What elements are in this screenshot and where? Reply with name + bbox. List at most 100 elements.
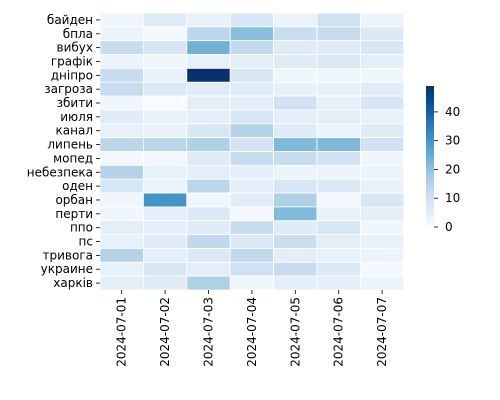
heatmap-cell [316,54,361,69]
heatmap-cell [99,178,144,194]
heatmap-cell [273,178,318,194]
heatmap-cell [142,206,188,222]
heatmap-cell [229,164,274,180]
heatmap-cell [359,40,405,55]
heatmap-cell [186,137,231,152]
y-tick-label: липень [47,138,93,152]
heatmap-cell [273,12,318,28]
heatmap-cell [99,164,144,180]
heatmap-cell [229,275,274,291]
heatmap-cell [99,220,144,236]
heatmap-cell [142,137,188,152]
y-tick-label: харків [53,276,93,290]
heatmap-cell [142,151,188,166]
heatmap-cell [316,12,361,28]
heatmap-cell [142,192,188,208]
heatmap-cell [229,109,274,125]
heatmap-cells [99,12,405,291]
colorbar-tick-label: 40 [445,105,460,119]
heatmap-cell [142,123,188,139]
heatmap-cell [142,81,188,97]
heatmap-cell [186,178,231,194]
x-tick-label: 2024-07-07 [375,297,389,367]
heatmap-cell [99,206,144,222]
heatmap-cell [229,26,274,42]
heatmap-cell [99,234,144,249]
x-tick-label: 2024-07-02 [158,297,172,367]
heatmap-cell [359,234,405,249]
heatmap-cell [142,261,188,277]
x-tick-label: 2024-07-01 [115,297,129,367]
heatmap-cell [316,164,361,180]
y-tick-label: тривога [43,248,93,262]
heatmap-cell [186,261,231,277]
y-tick-label: загроза [44,82,93,96]
heatmap-cell [186,54,231,69]
heatmap-cell [99,68,144,83]
y-tick-label: канал [56,124,93,138]
heatmap-cell [186,95,231,111]
heatmap-cell [359,261,405,277]
heatmap-cell [142,178,188,194]
heatmap-cell [273,248,318,263]
heatmap-cell [316,220,361,236]
heatmap-cell [229,123,274,139]
heatmap-cell [359,164,405,180]
heatmap-cell [359,12,405,28]
heatmap-cell [229,68,274,83]
heatmap-cell [273,151,318,166]
heatmap-cell [142,95,188,111]
heatmap-cell [142,26,188,42]
y-tick-label: вибух [57,41,93,55]
heatmap-cell [359,248,405,263]
heatmap-cell [186,164,231,180]
x-tick-label: 2024-07-03 [202,297,216,367]
heatmap-cell [359,220,405,236]
y-tick-label: пс [79,235,93,249]
x-tick-label: 2024-07-06 [332,297,346,367]
heatmap-cell [99,248,144,263]
heatmap-cell [316,109,361,125]
heatmap-cell [186,81,231,97]
heatmap-cell [229,192,274,208]
heatmap-cell [229,248,274,263]
heatmap-cell [229,54,274,69]
heatmap-cell [316,206,361,222]
heatmap-cell [273,192,318,208]
heatmap-cell [316,123,361,139]
heatmap-cell [99,123,144,139]
heatmap-cell [142,275,188,291]
heatmap-cell [316,234,361,249]
heatmap-cell [273,220,318,236]
heatmap-cell [359,275,405,291]
heatmap-cell [229,178,274,194]
heatmap-cell [186,275,231,291]
heatmap-cell [99,137,144,152]
x-tick-labels: 2024-07-01 2024-07-02 2024-07-03 2024-07-04… [115,290,389,367]
y-tick-label: небезпека [27,165,93,179]
heatmap-cell [186,234,231,249]
heatmap-cell [142,248,188,263]
heatmap-cell [316,68,361,83]
heatmap-cell [273,164,318,180]
heatmap-cell [99,151,144,166]
heatmap-cell [186,192,231,208]
colorbar-tick-label: 0 [445,220,453,234]
heatmap-cell [99,54,144,69]
heatmap-cell [359,192,405,208]
y-tick-label: украине [41,262,93,276]
heatmap-cell [273,26,318,42]
heatmap-cell [359,54,405,69]
y-tick-label: дніпро [51,68,93,82]
heatmap-cell [186,68,231,83]
heatmap-cell [186,40,231,55]
heatmap-cell [99,109,144,125]
y-tick-label: графік [51,54,93,68]
heatmap-cell [273,275,318,291]
heatmap-cell [186,220,231,236]
heatmap-cell [99,12,144,28]
heatmap-cell [316,137,361,152]
heatmap-cell [186,206,231,222]
y-tick-label: орбан [55,193,93,207]
